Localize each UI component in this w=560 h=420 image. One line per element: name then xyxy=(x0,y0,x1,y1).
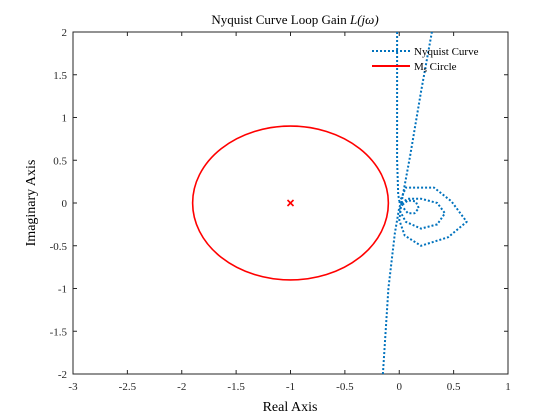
x-tick-label: -2 xyxy=(177,381,186,393)
legend: Nyquist Curve Ms Circle xyxy=(372,46,479,74)
nyquist-curve-segment xyxy=(381,202,403,375)
nyquist-curve-segment xyxy=(401,199,420,215)
y-tick-label: 0.5 xyxy=(53,155,67,167)
nyquist-curve-segment xyxy=(396,32,401,202)
chart-title: Nyquist Curve Loop Gain L(jω) xyxy=(211,12,378,27)
y-tick-label: -1.5 xyxy=(50,326,68,338)
y-tick-label: 1.5 xyxy=(53,70,67,82)
legend-ms-label: Ms Circle xyxy=(414,61,457,74)
ms-circle xyxy=(191,125,390,281)
y-tick-label: 1 xyxy=(62,113,68,125)
x-tick-label: -2.5 xyxy=(119,381,137,393)
y-axis-label: Imaginary Axis xyxy=(24,160,39,247)
y-tick-label: -1 xyxy=(58,284,67,296)
y-tick-label: 2 xyxy=(62,27,68,39)
x-tick-label: -1 xyxy=(286,381,295,393)
critical-point-marker xyxy=(286,199,295,207)
x-tick-label: -0.5 xyxy=(336,381,354,393)
x-axis-ticks: -3 -2.5 -2 -1.5 -1 -0.5 0 0.5 1 xyxy=(68,32,511,393)
nyquist-curve-segment xyxy=(398,186,468,247)
series-layer xyxy=(191,31,468,375)
y-tick-label: -2 xyxy=(58,369,67,381)
x-tick-label: -1.5 xyxy=(227,381,245,393)
marker-stroke xyxy=(286,199,295,207)
y-tick-label: 0 xyxy=(62,198,68,210)
nyquist-curve-segment xyxy=(400,31,433,204)
legend-nyquist-label: Nyquist Curve xyxy=(414,46,479,58)
nyquist-curve-segment xyxy=(398,197,446,230)
x-tick-label: 1 xyxy=(505,381,511,393)
x-tick-label: 0.5 xyxy=(447,381,461,393)
x-tick-label: 0 xyxy=(397,381,403,393)
y-axis-ticks: -2 -1.5 -1 -0.5 0 0.5 1 1.5 2 xyxy=(50,27,508,381)
x-axis-label: Real Axis xyxy=(263,400,318,415)
x-tick-label: -3 xyxy=(68,381,78,393)
y-tick-label: -0.5 xyxy=(50,241,68,253)
